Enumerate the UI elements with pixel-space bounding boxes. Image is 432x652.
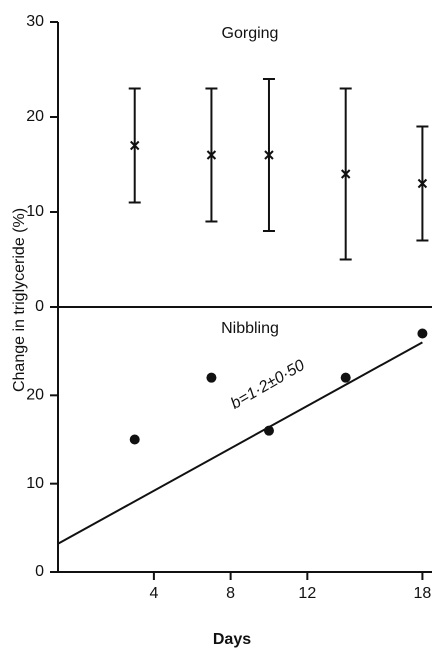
mean-marker xyxy=(206,150,217,160)
annotation: b=1·2±0·50 xyxy=(228,357,308,413)
x-axis-label: Days xyxy=(213,631,251,648)
panel-title: Gorging xyxy=(222,25,279,42)
y-tick-label: 30 xyxy=(26,13,44,30)
mean-marker xyxy=(417,178,428,189)
x-tick-label: 12 xyxy=(298,585,316,602)
y-tick-label: 20 xyxy=(26,387,44,404)
mean-marker xyxy=(130,140,140,151)
y-tick-label: 10 xyxy=(26,203,44,220)
regression-line xyxy=(57,341,423,545)
point xyxy=(340,372,351,383)
mean-marker xyxy=(264,150,274,160)
y-axis-label: Change in triglyceride (%) xyxy=(11,208,28,392)
panel-title: Nibbling xyxy=(221,320,279,337)
x-tick-label: 8 xyxy=(226,585,235,602)
y-tick-label: 0 xyxy=(35,298,44,315)
y-tick-label: 0 xyxy=(35,563,44,580)
point xyxy=(206,372,217,383)
x-tick-label: 4 xyxy=(149,585,158,602)
point xyxy=(129,434,140,445)
x-tick-label: 18 xyxy=(414,585,432,602)
y-tick-label: 20 xyxy=(26,108,44,125)
y-tick-label: 10 xyxy=(26,475,44,492)
mean-marker xyxy=(340,169,351,179)
point xyxy=(417,328,428,339)
